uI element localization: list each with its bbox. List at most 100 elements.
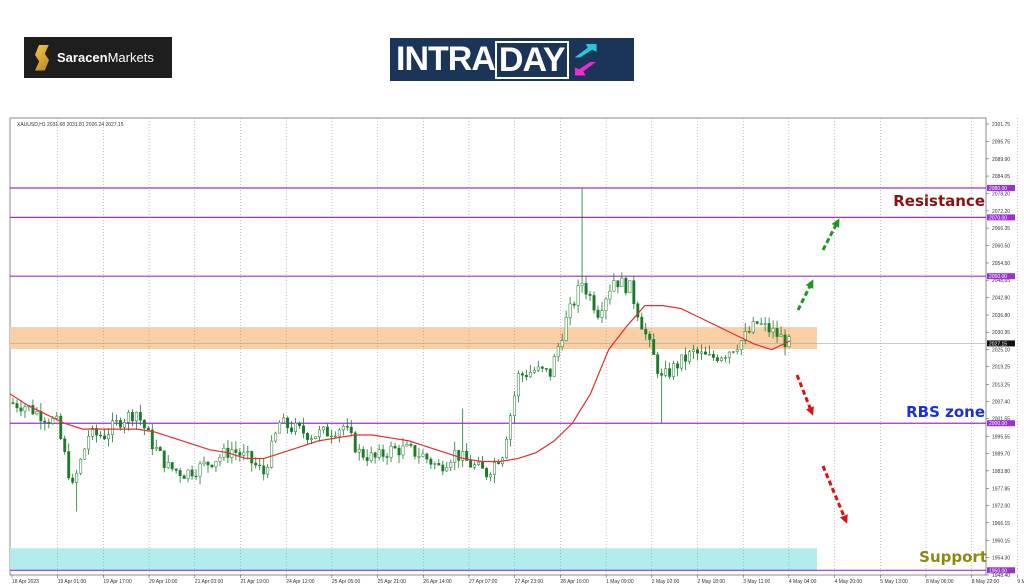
y-tick-label: 1989.70 bbox=[992, 452, 1010, 458]
y-tick-label: 2013.25 bbox=[992, 382, 1010, 388]
candle-body bbox=[43, 420, 47, 423]
candle-body bbox=[329, 435, 333, 438]
candle-body bbox=[206, 461, 210, 466]
y-tick-label: 2084.05 bbox=[992, 174, 1010, 180]
candle-body bbox=[142, 419, 146, 429]
x-tick-label: 24 Apr 12:00 bbox=[286, 579, 315, 585]
candle-body bbox=[477, 461, 481, 465]
candle-body bbox=[680, 354, 684, 369]
candle-body bbox=[548, 368, 552, 377]
zone-1 bbox=[10, 548, 817, 571]
candle-body bbox=[321, 426, 325, 431]
y-tick-label: 2066.35 bbox=[992, 226, 1010, 232]
x-tick-label: 25 Apr 05:00 bbox=[332, 579, 361, 585]
candle-body bbox=[628, 280, 632, 294]
x-tick-label: 1 May 09:00 bbox=[606, 579, 634, 585]
candle-body bbox=[516, 373, 520, 397]
x-tick-label: 2 May 02:00 bbox=[652, 579, 680, 585]
candle-body bbox=[310, 438, 313, 440]
candle-body bbox=[246, 451, 250, 453]
candle-body bbox=[83, 448, 87, 460]
candle-body bbox=[441, 464, 445, 472]
y-tick-label: 1972.00 bbox=[992, 504, 1010, 510]
candle-body bbox=[254, 462, 258, 466]
candle-body bbox=[763, 323, 767, 325]
candle-body bbox=[278, 422, 282, 434]
candle-body bbox=[700, 351, 703, 354]
candle-body bbox=[294, 422, 298, 432]
candle-body bbox=[47, 421, 51, 424]
candle-body bbox=[234, 449, 238, 453]
saracen-markets-logo: SaracenMarkets bbox=[24, 37, 172, 78]
x-tick-label: 2 May 18:00 bbox=[698, 579, 726, 585]
candle-body bbox=[210, 464, 214, 468]
candle-body bbox=[485, 468, 489, 478]
x-tick-label: 8 May 22:00 bbox=[972, 579, 1000, 585]
candle-body bbox=[349, 426, 353, 434]
symbol-header: XAUUSD,H1 2031.68 2031.81 2026.24 2027.1… bbox=[17, 122, 124, 128]
candle-body bbox=[409, 444, 413, 446]
candle-body bbox=[417, 456, 421, 458]
candle-body bbox=[473, 464, 477, 468]
candle-body bbox=[115, 420, 118, 422]
x-tick-label: 4 May 20:00 bbox=[835, 579, 863, 585]
candle-body bbox=[528, 372, 532, 378]
candle-body bbox=[218, 456, 222, 462]
candle-body bbox=[357, 449, 361, 453]
candle-body bbox=[170, 462, 174, 470]
candle-body bbox=[405, 444, 409, 447]
candle-body bbox=[672, 363, 676, 377]
candle-body bbox=[759, 323, 763, 325]
y-tick-label: 1954.30 bbox=[992, 556, 1010, 562]
candle-body bbox=[747, 331, 751, 333]
candle-body bbox=[656, 354, 660, 374]
support-label: Support bbox=[919, 548, 987, 566]
candle-body bbox=[126, 412, 130, 423]
candle-body bbox=[162, 450, 166, 468]
x-tick-label: 21 Apr 03:00 bbox=[195, 579, 224, 585]
candle-body bbox=[425, 453, 429, 460]
candle-body bbox=[652, 339, 656, 355]
candle-body bbox=[493, 462, 496, 475]
candle-body bbox=[648, 333, 652, 340]
candle-body bbox=[270, 440, 274, 468]
candle-body bbox=[250, 451, 254, 464]
candle-body bbox=[771, 328, 775, 333]
level-tag-text: 2050.00 bbox=[989, 274, 1007, 280]
candle-body bbox=[345, 426, 349, 428]
candle-body bbox=[290, 427, 294, 432]
candle-body bbox=[604, 298, 608, 311]
y-tick-label: 2007.40 bbox=[992, 399, 1010, 405]
resistance-label: Resistance bbox=[893, 192, 985, 210]
candle-body bbox=[95, 428, 99, 436]
intraday-logo: INTRA DAY bbox=[390, 38, 634, 81]
y-tick-label: 2054.50 bbox=[992, 261, 1010, 267]
y-tick-label: 1948.40 bbox=[992, 573, 1010, 579]
y-tick-label: 2072.20 bbox=[992, 209, 1010, 215]
candle-body bbox=[767, 323, 771, 333]
candle-body bbox=[262, 465, 266, 475]
candle-body bbox=[59, 415, 63, 439]
candle-body bbox=[640, 316, 644, 330]
candle-body bbox=[337, 429, 341, 437]
candle-body bbox=[341, 426, 345, 431]
candle-body bbox=[775, 328, 779, 337]
candle-body bbox=[512, 395, 516, 416]
level-tag bbox=[987, 184, 1015, 191]
candle-body bbox=[174, 468, 178, 471]
candle-body bbox=[544, 368, 548, 370]
candle-body bbox=[433, 463, 437, 465]
candle-body bbox=[636, 303, 640, 318]
candle-body bbox=[111, 420, 114, 435]
up-arrow-2-head bbox=[831, 218, 840, 228]
candle-body bbox=[31, 405, 35, 415]
candle-body bbox=[381, 449, 385, 457]
candle-body bbox=[91, 428, 95, 437]
candle-body bbox=[150, 429, 154, 450]
candle-body bbox=[11, 402, 15, 404]
y-tick-label: 2095.75 bbox=[992, 140, 1010, 146]
candle-body bbox=[576, 285, 580, 306]
candle-body bbox=[707, 354, 711, 356]
candle-body bbox=[564, 317, 568, 341]
candle-body bbox=[413, 445, 417, 457]
